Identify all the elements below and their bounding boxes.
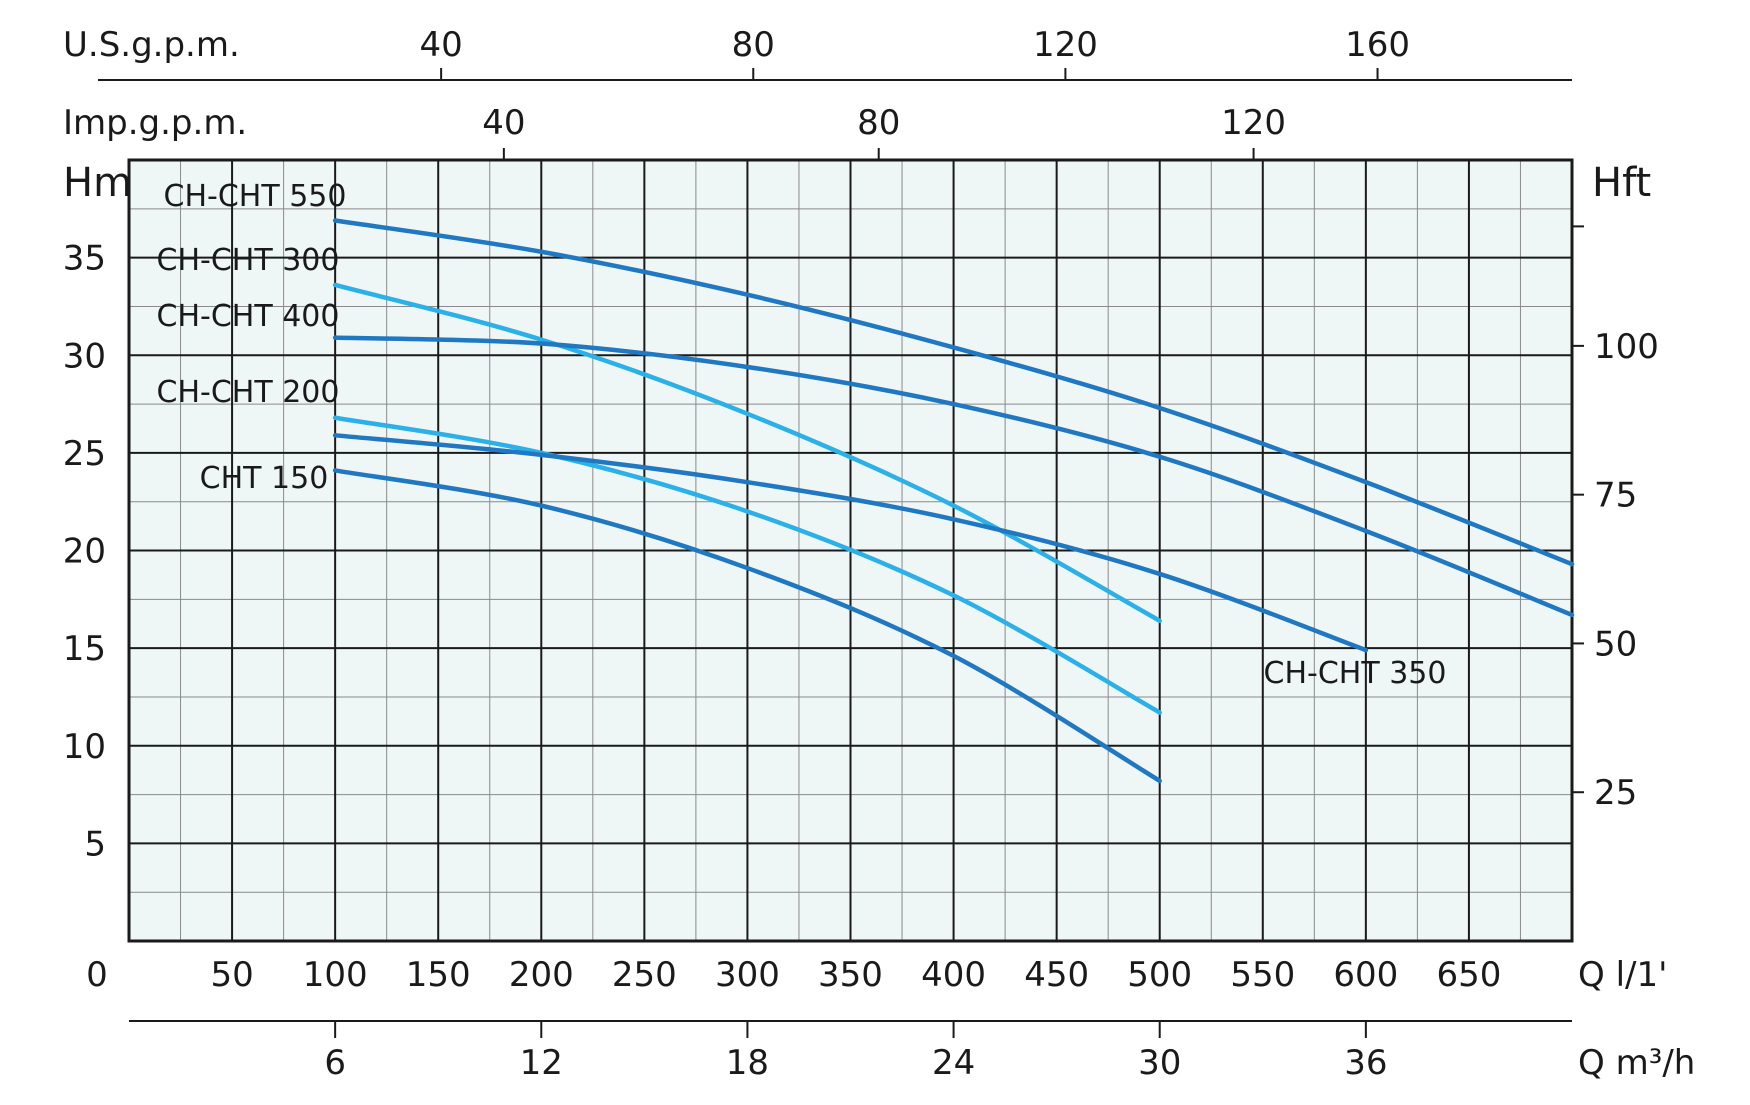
curve-label-ch-cht-400: CH-CHT 400 [157, 299, 340, 334]
usgpm-tick-label: 80 [732, 25, 775, 65]
q-lmin-tick-label: 450 [1024, 955, 1089, 995]
curve-ch-cht-200 [332, 415, 1162, 715]
plot-frame [127, 158, 1574, 943]
impgpm-axis-title: Imp.g.p.m. [63, 103, 247, 143]
q-lmin-tick-label: 0 [86, 955, 108, 995]
hft-tick-label: 100 [1594, 327, 1659, 367]
hft-tick-label: 25 [1594, 773, 1637, 813]
q-m3h-axis-title: Q m³/h [1578, 1043, 1695, 1083]
usgpm-tick-label: 40 [420, 25, 463, 65]
curve-cht-150 [332, 468, 1162, 784]
curve-label-ch-cht-200: CH-CHT 200 [157, 375, 340, 410]
curve-label-ch-cht-350: CH-CHT 350 [1264, 656, 1447, 691]
q-lmin-tick-label: 100 [303, 955, 368, 995]
q-lmin-tick-label: 350 [818, 955, 883, 995]
curve-ch-cht-400 [332, 335, 1575, 618]
m3h-tick-label: 24 [932, 1043, 975, 1083]
curve-label-ch-cht-550: CH-CHT 550 [164, 179, 347, 214]
q-lmin-axis-title: Q l/1' [1578, 955, 1667, 995]
m3h-tick-label: 18 [726, 1043, 769, 1083]
curve-ch-cht-350 [332, 433, 1369, 653]
y-tick-label: 15 [63, 629, 106, 669]
q-lmin-tick-label: 650 [1436, 955, 1501, 995]
m3h-tick-label: 30 [1138, 1043, 1181, 1083]
y-tick-label: 20 [63, 532, 106, 572]
m3h-tick-label: 6 [324, 1043, 346, 1083]
y-tick-label: 10 [63, 727, 106, 767]
curve-ch-cht-300 [332, 282, 1162, 624]
q-lmin-tick-label: 150 [406, 955, 471, 995]
impgpm-tick-label: 40 [482, 103, 525, 143]
impgpm-tick-label: 120 [1221, 103, 1286, 143]
q-lmin-tick-label: 200 [509, 955, 574, 995]
curve-ch-cht-550 [332, 218, 1575, 567]
q-lmin-tick-label: 50 [210, 955, 253, 995]
y-tick-label: 25 [63, 434, 106, 474]
hft-tick-label: 50 [1594, 624, 1637, 664]
usgpm-tick-label: 160 [1345, 25, 1410, 65]
hft-axis-title: Hft [1592, 160, 1651, 206]
q-lmin-tick-label: 400 [921, 955, 986, 995]
impgpm-tick-label: 80 [857, 103, 900, 143]
q-lmin-tick-label: 300 [715, 955, 780, 995]
m3h-tick-label: 12 [520, 1043, 563, 1083]
hm-axis-title: Hm [63, 160, 132, 206]
hft-tick-label: 75 [1594, 476, 1637, 516]
m3h-tick-label: 36 [1344, 1043, 1387, 1083]
q-lmin-tick-label: 600 [1333, 955, 1398, 995]
y-tick-label: 30 [63, 336, 106, 376]
y-tick-label: 35 [63, 239, 106, 279]
q-lmin-tick-label: 500 [1127, 955, 1192, 995]
q-lmin-tick-label: 550 [1230, 955, 1295, 995]
q-lmin-tick-label: 250 [612, 955, 677, 995]
usgpm-tick-label: 120 [1033, 25, 1098, 65]
curve-label-ch-cht-300: CH-CHT 300 [157, 243, 340, 278]
y-tick-label: 5 [84, 824, 106, 864]
usgpm-axis-title: U.S.g.p.m. [63, 25, 240, 65]
curve-label-cht-150: CHT 150 [200, 461, 329, 496]
